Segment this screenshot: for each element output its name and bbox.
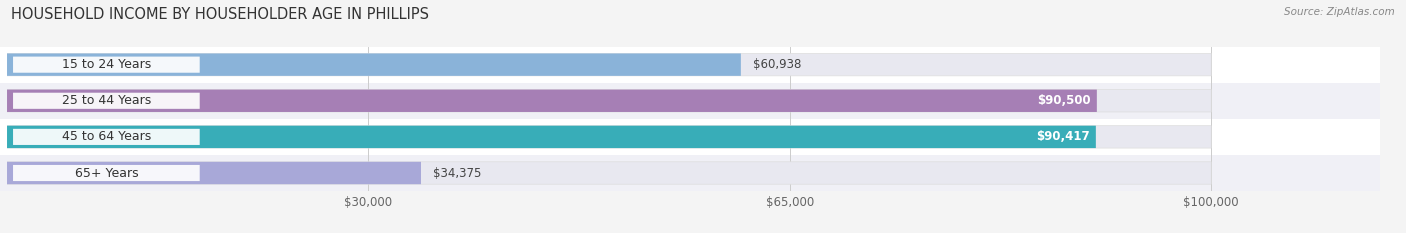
Text: Source: ZipAtlas.com: Source: ZipAtlas.com [1284, 7, 1395, 17]
Text: $60,938: $60,938 [752, 58, 801, 71]
FancyBboxPatch shape [7, 53, 741, 76]
FancyBboxPatch shape [13, 129, 200, 145]
Text: 65+ Years: 65+ Years [75, 167, 138, 179]
FancyBboxPatch shape [7, 126, 1095, 148]
Text: 25 to 44 Years: 25 to 44 Years [62, 94, 150, 107]
FancyBboxPatch shape [0, 155, 1379, 191]
FancyBboxPatch shape [7, 89, 1211, 112]
FancyBboxPatch shape [0, 47, 1379, 83]
Text: 15 to 24 Years: 15 to 24 Years [62, 58, 150, 71]
FancyBboxPatch shape [13, 57, 200, 73]
Text: $90,417: $90,417 [1036, 130, 1090, 143]
Text: $34,375: $34,375 [433, 167, 481, 179]
FancyBboxPatch shape [13, 165, 200, 181]
FancyBboxPatch shape [0, 83, 1379, 119]
Text: 45 to 64 Years: 45 to 64 Years [62, 130, 150, 143]
FancyBboxPatch shape [13, 93, 200, 109]
FancyBboxPatch shape [7, 162, 420, 184]
FancyBboxPatch shape [7, 53, 1211, 76]
FancyBboxPatch shape [7, 162, 1211, 184]
Text: $90,500: $90,500 [1038, 94, 1091, 107]
FancyBboxPatch shape [7, 89, 1097, 112]
FancyBboxPatch shape [7, 126, 1211, 148]
Text: HOUSEHOLD INCOME BY HOUSEHOLDER AGE IN PHILLIPS: HOUSEHOLD INCOME BY HOUSEHOLDER AGE IN P… [11, 7, 429, 22]
FancyBboxPatch shape [0, 119, 1379, 155]
